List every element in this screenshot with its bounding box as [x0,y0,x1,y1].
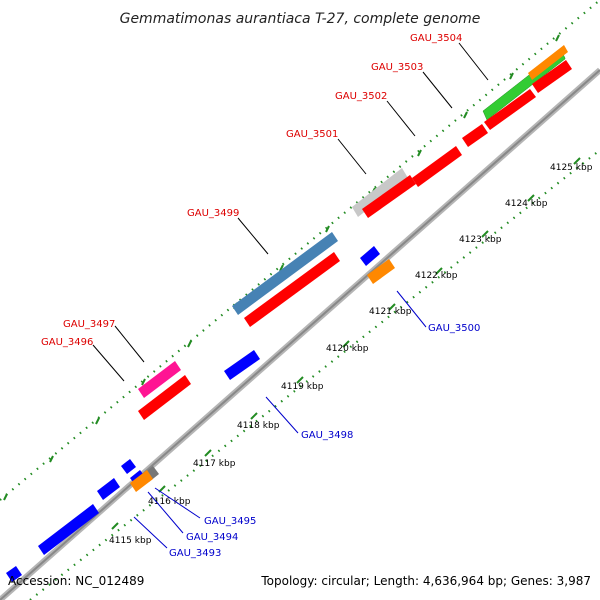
tick-4115 [111,522,119,530]
outer-tick [279,264,284,272]
gene-label-gau-3498[interactable]: GAU_3498 [301,430,353,441]
tick-4125 [573,157,581,165]
outer-tick [463,111,468,119]
label-leader-line [114,325,145,363]
gene-feature-red[interactable] [362,175,416,218]
gene-feature-red[interactable] [412,146,462,187]
outer-tick [3,493,8,501]
gene-label-gau-3496[interactable]: GAU_3496 [41,337,93,348]
gene-feature-blue[interactable] [360,246,380,266]
gene-feature-pink[interactable] [138,361,181,398]
gene-label-gau-3502[interactable]: GAU_3502 [335,91,387,102]
genome-summary-text: Topology: circular; Length: 4,636,964 bp… [260,574,591,588]
map-title: Gemmatimonas aurantiaca T-27, complete g… [120,11,481,27]
outer-tick [417,149,422,157]
outer-tick [95,417,100,425]
gene-feature-blue[interactable] [6,566,22,582]
reverse-strand-features [6,246,395,582]
label-leader-line [92,344,125,382]
tick-label: 4124 kbp [505,199,548,209]
outer-dotted-line [0,0,600,501]
tick-4124 [527,194,535,202]
gene-label-gau-3503[interactable]: GAU_3503 [371,62,423,73]
tick-label: 4118 kbp [237,421,280,431]
scale-major-ticks [111,157,581,530]
tick-label: 4116 kbp [148,497,191,507]
gene-feature-red[interactable] [462,124,488,147]
outer-tick [509,72,514,80]
label-leader-line [337,138,367,175]
gene-feature-gray[interactable] [352,168,408,217]
scale-dotted-line [29,149,600,600]
label-leader-line [422,71,453,109]
tick-label: 4125 kbp [550,163,593,173]
gene-feature-steelblue[interactable] [232,232,338,315]
gene-label-gau-3493[interactable]: GAU_3493 [169,548,221,559]
tick-4118 [250,412,258,420]
tick-label: 4123 kbp [459,235,502,245]
tick-label: 4117 kbp [193,459,236,469]
label-leader-line [237,217,269,255]
outer-tick [49,455,54,463]
tick-label: 4122 kbp [415,271,458,281]
reverse-gene-labels: GAU_3500 GAU_3498 GAU_3495 GAU_3494 GAU_… [133,290,480,559]
tick-label: 4121 kbp [369,307,412,317]
outer-tick [141,378,146,386]
gene-feature-orange[interactable] [367,259,395,284]
tick-label: 4115 kbp [109,536,152,546]
label-leader-line [133,516,168,549]
tick-4123 [481,230,489,238]
outer-tick [187,340,192,348]
gene-feature-red[interactable] [532,60,572,93]
gene-feature-blue[interactable] [38,504,99,555]
tick-label: 4119 kbp [281,382,324,392]
gene-label-gau-3495[interactable]: GAU_3495 [204,516,256,527]
gene-feature-blue[interactable] [97,478,120,500]
label-leader-line [154,487,201,519]
gene-label-gau-3500[interactable]: GAU_3500 [428,323,480,334]
gene-feature-orange[interactable] [130,470,153,492]
scale-tick-labels: 4115 kbp 4116 kbp 4117 kbp 4118 kbp 4119… [109,163,593,546]
gene-feature-red[interactable] [484,89,536,130]
label-leader-line [458,42,489,81]
gene-feature-red[interactable] [244,252,340,327]
tick-4122 [435,267,443,275]
gene-label-gau-3499[interactable]: GAU_3499 [187,208,239,219]
tick-4120 [342,340,350,348]
gene-feature-red[interactable] [138,375,191,420]
label-leader-line [265,396,299,434]
label-leader-line [147,491,184,534]
label-leader-line [396,290,427,328]
backbone-line [0,69,600,600]
outer-tick [555,34,560,42]
tick-4117 [204,449,212,457]
tick-label: 4120 kbp [326,344,369,354]
outer-ruler-ticks [3,34,560,501]
forward-strand-features [138,45,572,420]
outer-tick [325,225,330,233]
gene-label-gau-3504[interactable]: GAU_3504 [410,33,462,44]
gene-label-gau-3494[interactable]: GAU_3494 [186,532,238,543]
gene-label-gau-3497[interactable]: GAU_3497 [63,319,115,330]
tick-4121 [388,303,396,311]
tick-4119 [296,376,304,384]
gene-feature-blue[interactable] [121,459,136,474]
forward-gene-labels: GAU_3504 GAU_3503 GAU_3502 GAU_3501 GAU_… [41,33,489,382]
gene-feature-orange[interactable] [528,45,568,80]
gene-feature-blue[interactable] [224,350,260,380]
accession-text: Accession: NC_012489 [8,574,144,588]
label-leader-line [386,100,416,137]
gene-label-gau-3501[interactable]: GAU_3501 [286,129,338,140]
